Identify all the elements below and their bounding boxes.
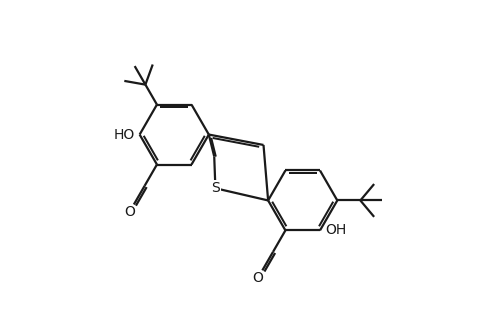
Text: O: O: [252, 271, 263, 285]
Text: S: S: [211, 181, 220, 195]
Text: O: O: [124, 205, 134, 219]
Text: HO: HO: [114, 128, 134, 142]
Text: OH: OH: [325, 223, 346, 238]
